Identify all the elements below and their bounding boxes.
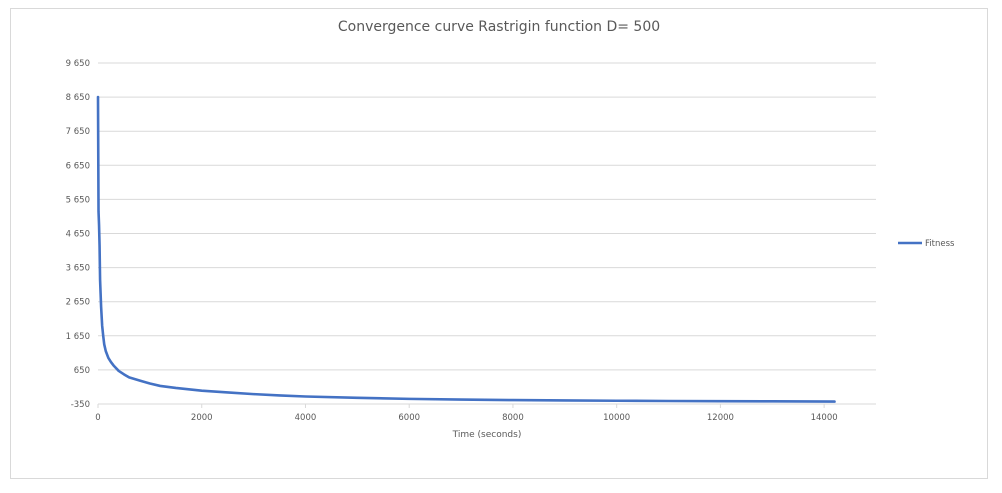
legend: Fitness	[898, 239, 955, 249]
series-line-fitness	[96, 95, 836, 403]
y-tick-label: 8 650	[66, 93, 90, 103]
y-tick-label: 2 650	[66, 298, 90, 308]
x-tick-label: 2000	[191, 413, 213, 423]
y-tick-label: 6 650	[66, 161, 90, 171]
x-tick-label: 8000	[502, 413, 524, 423]
y-tick-label: 650	[74, 366, 90, 376]
gridlines	[98, 62, 876, 405]
x-tick-label: 4000	[295, 413, 317, 423]
x-tick-label: 12000	[707, 413, 734, 423]
x-axis-label: Time (seconds)	[452, 430, 522, 440]
y-axis-ticks: -350 650 1 650 2 650 3 650 4 650 5 650 6 650 7 6…	[66, 59, 90, 410]
x-tick-label: 10000	[603, 413, 630, 423]
y-tick-label: 3 650	[66, 264, 90, 274]
y-tick-label: 4 650	[66, 230, 90, 240]
legend-label-fitness: Fitness	[925, 239, 955, 249]
y-tick-label: 9 650	[66, 59, 90, 69]
x-axis-ticks: 0 2000 4000 6000 8000 10000 12000 14000	[95, 404, 838, 423]
y-tick-label: -350	[71, 400, 90, 410]
x-tick-label: 0	[95, 413, 100, 423]
chart-title: Convergence curve Rastrigin function D= …	[338, 19, 660, 35]
x-tick-label: 6000	[398, 413, 420, 423]
y-tick-label: 1 650	[66, 332, 90, 342]
y-tick-label: 7 650	[66, 127, 90, 137]
x-tick-label: 14000	[811, 413, 838, 423]
y-tick-label: 5 650	[66, 195, 90, 205]
